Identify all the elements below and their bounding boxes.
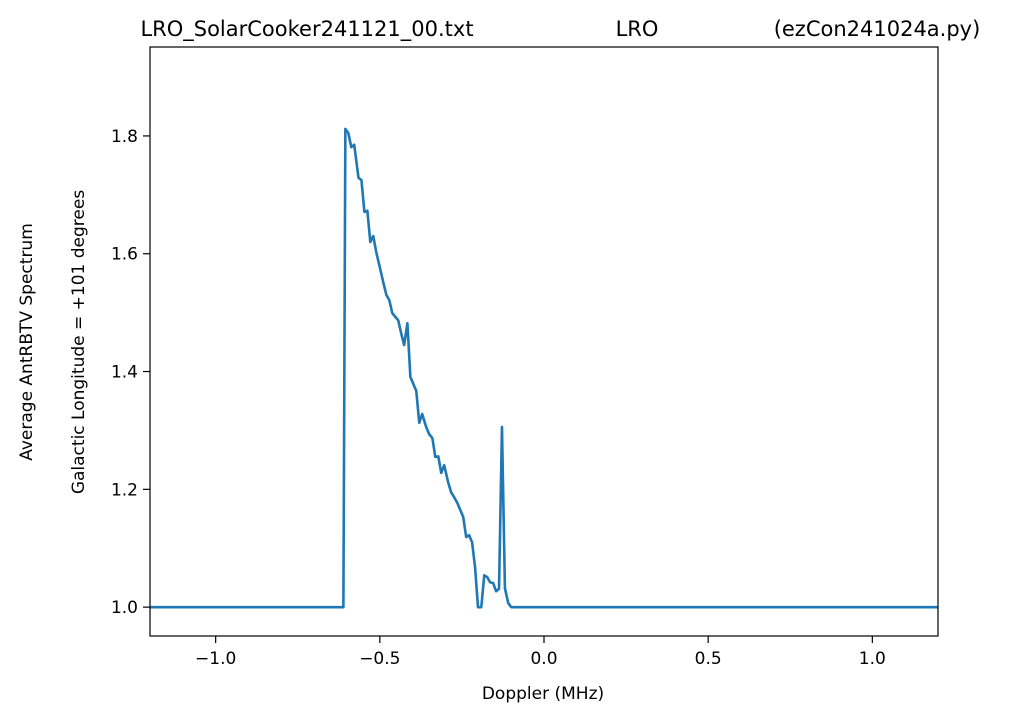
y-tick-label: 1.0 [111,598,138,618]
plot-frame [149,46,939,637]
x-axis-label: Doppler (MHz) [482,684,604,704]
y-tick-label: 1.8 [111,127,138,147]
data-line [150,127,938,609]
chart-title: LRO [616,17,659,41]
chart-title: LRO_SolarCooker241121_00.txt [140,17,473,42]
x-tick-label: −1.0 [195,649,236,669]
y-tick-label: 1.2 [111,480,138,500]
chart-title: (ezCon241024a.py) [774,17,981,41]
y-tick-label: 1.4 [111,363,138,383]
y-tick-label: 1.6 [111,245,138,265]
x-tick-label: −0.5 [359,649,400,669]
x-tick-label: 0.0 [530,649,557,669]
y-axis-label: Galactic Longitude = +101 degrees [69,190,89,494]
y-axis-label: Average AntRBTV Spectrum [17,223,37,461]
x-tick-label: 0.5 [695,649,722,669]
x-tick-label: 1.0 [859,649,886,669]
